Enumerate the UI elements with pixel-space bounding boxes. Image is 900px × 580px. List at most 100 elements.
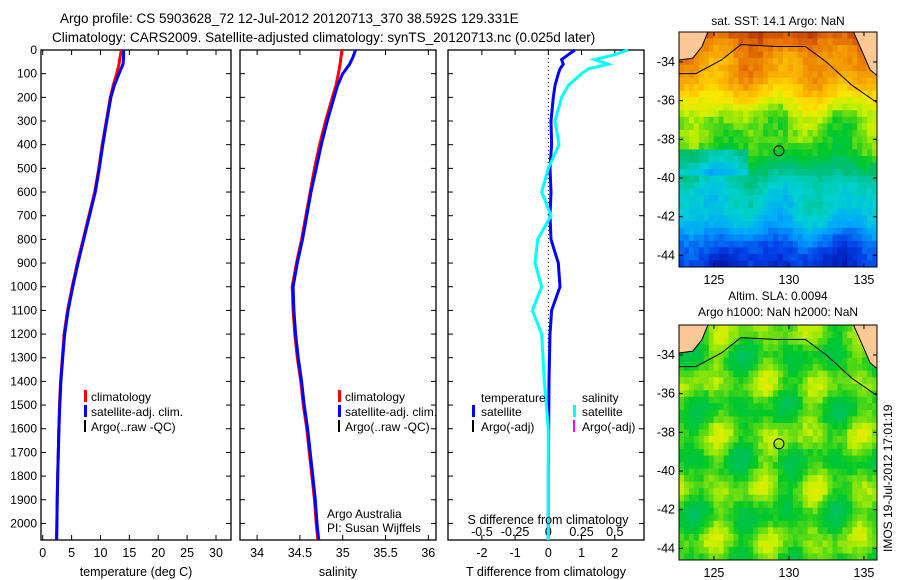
map-cell bbox=[748, 462, 754, 470]
map-cell bbox=[857, 377, 863, 385]
map-cell bbox=[802, 201, 809, 209]
map-cell bbox=[782, 129, 789, 137]
annotation-argo-australia: Argo Australia bbox=[327, 507, 402, 521]
map-cell bbox=[857, 182, 863, 190]
map-cell bbox=[688, 514, 695, 522]
map-cell bbox=[738, 45, 744, 52]
map-cell bbox=[768, 514, 774, 522]
map-cell bbox=[768, 234, 774, 242]
map-cell bbox=[758, 201, 764, 209]
map-cell bbox=[753, 156, 759, 163]
map-cell bbox=[787, 149, 794, 157]
map-cell bbox=[758, 182, 764, 190]
map-cell bbox=[872, 533, 878, 541]
map-cell bbox=[812, 409, 818, 417]
map-cell bbox=[708, 403, 715, 411]
map-cell bbox=[733, 64, 739, 72]
map-cell bbox=[708, 462, 715, 470]
map-cell bbox=[758, 331, 764, 339]
map-cell bbox=[718, 514, 724, 522]
map-cell bbox=[733, 475, 739, 483]
map-cell bbox=[867, 468, 873, 476]
map-cell bbox=[857, 527, 863, 535]
map-cell bbox=[758, 234, 764, 242]
map-cell bbox=[728, 253, 734, 261]
map-cell bbox=[872, 227, 878, 235]
map-cell bbox=[832, 38, 838, 46]
map-cell bbox=[698, 84, 705, 92]
map-cell bbox=[862, 390, 868, 398]
map-cell bbox=[822, 182, 828, 190]
map-cell bbox=[782, 435, 789, 443]
map-cell bbox=[758, 110, 764, 118]
map-cell bbox=[852, 64, 858, 72]
map-cell bbox=[708, 455, 715, 463]
map-cell bbox=[867, 475, 873, 483]
map-cell bbox=[728, 403, 734, 411]
annotation-pi: PI: Susan Wijffels bbox=[327, 521, 421, 535]
map-cell bbox=[698, 520, 705, 528]
map-cell bbox=[797, 455, 804, 463]
map-cell bbox=[837, 214, 843, 222]
map-cell bbox=[733, 110, 739, 118]
map-cell bbox=[738, 201, 744, 209]
map-cell bbox=[679, 449, 685, 456]
map-cell bbox=[792, 240, 799, 248]
x2-tick-label: -0.5 bbox=[471, 525, 493, 539]
map-cell bbox=[802, 331, 809, 339]
map-cell bbox=[743, 32, 749, 39]
map-cell bbox=[867, 377, 873, 385]
map-cell bbox=[723, 45, 729, 52]
map-cell bbox=[837, 45, 843, 52]
map-cell bbox=[782, 344, 789, 352]
map-cell bbox=[713, 142, 719, 150]
map-cell bbox=[817, 507, 823, 515]
map-cell bbox=[778, 455, 784, 463]
map-cell bbox=[862, 429, 868, 437]
map-cell bbox=[792, 435, 799, 443]
map-cell bbox=[787, 234, 794, 242]
map-cell bbox=[842, 546, 848, 554]
map-cell bbox=[807, 540, 814, 548]
y-tick-label: -38 bbox=[657, 132, 675, 146]
map-cell bbox=[832, 253, 838, 261]
map-cell bbox=[748, 32, 754, 39]
map-cell bbox=[787, 188, 794, 196]
map-cell bbox=[728, 344, 734, 352]
map-cell bbox=[688, 58, 695, 66]
map-cell bbox=[847, 383, 853, 391]
map-cell bbox=[867, 403, 873, 411]
map-cell bbox=[713, 116, 719, 124]
map-cell bbox=[867, 214, 873, 222]
map-cell bbox=[857, 416, 863, 424]
map-cell bbox=[817, 201, 823, 209]
map-cell bbox=[787, 507, 794, 515]
legend-swatch-climatology bbox=[84, 390, 87, 402]
map-cell bbox=[822, 527, 828, 535]
map-cell bbox=[857, 364, 863, 372]
map-cell bbox=[862, 253, 868, 261]
map-cell bbox=[728, 182, 734, 190]
map-cell bbox=[852, 247, 858, 255]
map-cell bbox=[787, 51, 794, 59]
map-cell bbox=[787, 331, 794, 339]
map-cell bbox=[703, 403, 710, 411]
map-cell bbox=[698, 221, 705, 229]
map-cell bbox=[713, 383, 719, 391]
map-cell bbox=[847, 188, 853, 196]
map-cell bbox=[738, 247, 744, 255]
map-cell bbox=[768, 175, 774, 183]
map-cell bbox=[782, 494, 789, 502]
map-cell bbox=[867, 429, 873, 437]
map-cell bbox=[857, 435, 863, 443]
map-cell bbox=[872, 494, 878, 502]
map-cell bbox=[832, 45, 838, 52]
map-cell bbox=[753, 344, 759, 352]
map-cell bbox=[797, 370, 804, 378]
map-cell bbox=[837, 351, 843, 359]
map-cell bbox=[842, 77, 848, 85]
legend-swatch-s-satellite bbox=[573, 405, 576, 417]
map-cell bbox=[842, 416, 848, 424]
map-cell bbox=[782, 123, 789, 131]
map-cell bbox=[817, 116, 823, 124]
